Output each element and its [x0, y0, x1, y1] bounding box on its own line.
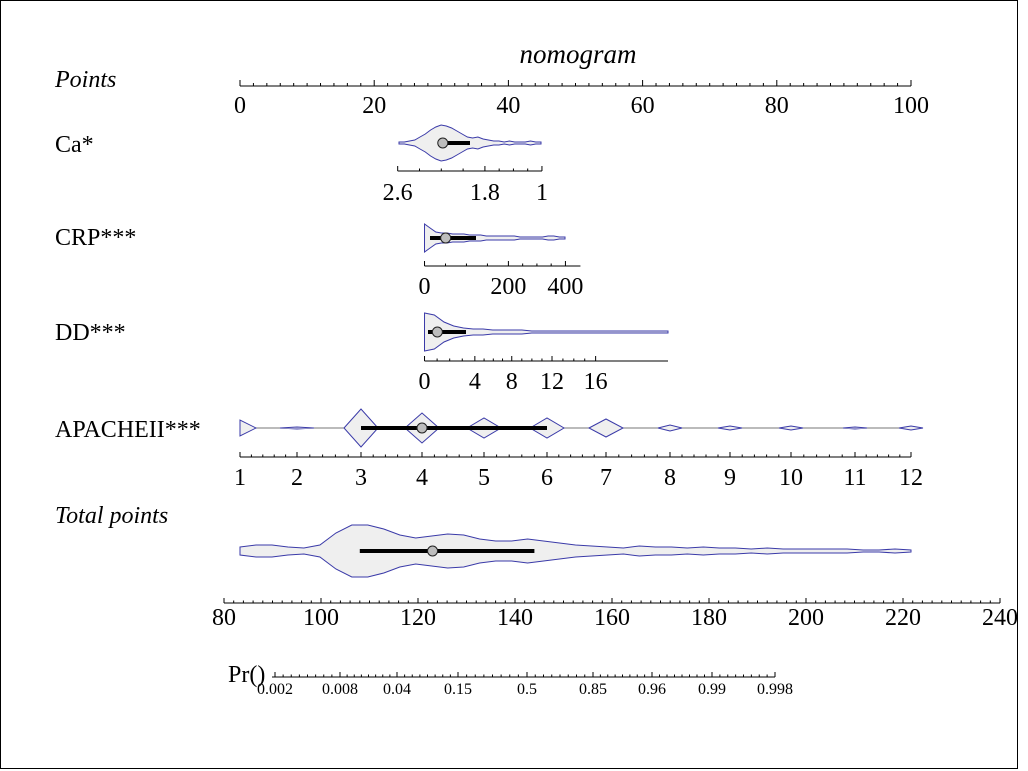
ca-median-point	[437, 137, 449, 149]
apache-tick-label: 11	[843, 465, 866, 491]
apache-violin-1	[239, 419, 258, 437]
ca-tick-label: 2.6	[383, 180, 413, 206]
total-tick-label: 200	[788, 605, 824, 631]
axes-layer	[223, 80, 1001, 678]
prob-tick-label: 0.85	[579, 681, 607, 698]
total-tick-label: 120	[400, 605, 436, 631]
points-tick-label: 80	[765, 93, 789, 119]
total-tick-label: 240	[982, 605, 1018, 631]
apache-tick-label: 6	[541, 465, 553, 491]
prob-tick-label: 0.96	[638, 681, 666, 698]
apache-violin-12	[898, 425, 924, 431]
total-tick-label: 180	[691, 605, 727, 631]
apache-tick-label: 9	[724, 465, 736, 491]
total-tick-label: 80	[212, 605, 236, 631]
points-tick-label: 40	[496, 93, 520, 119]
row-label-probability: Pr()	[228, 662, 265, 688]
row-label-points: Points	[54, 67, 116, 93]
crp-tick-label: 400	[547, 274, 583, 300]
chart-title: nomogram	[519, 39, 636, 69]
total-median-point	[427, 545, 439, 557]
apache-tick-label: 7	[600, 465, 612, 491]
ca-tick-label: 1.8	[470, 180, 500, 206]
dd-tick-label: 4	[469, 369, 481, 395]
prob-tick-label: 0.998	[757, 681, 793, 698]
ca-tick-label: 1	[536, 180, 548, 206]
total-violin	[239, 524, 912, 578]
points-tick-label: 100	[893, 93, 929, 119]
apache-violin-11	[842, 426, 868, 430]
total-tick-label: 160	[594, 605, 630, 631]
row-label-apache: APACHEII***	[55, 417, 201, 443]
row-label-crp: CRP***	[55, 225, 136, 251]
apache-violin-8	[657, 424, 683, 432]
apache-tick-label: 12	[899, 465, 923, 491]
apache-violin-9	[717, 425, 743, 431]
row-label-total-points: Total points	[55, 503, 168, 529]
apache-violin-10	[778, 425, 804, 431]
total-tick-label: 100	[303, 605, 339, 631]
crp-median-point	[440, 232, 452, 244]
crp-violin	[423, 223, 566, 253]
apache-tick-label: 1	[234, 465, 246, 491]
prob-tick-label: 0.002	[257, 681, 293, 698]
apache-tick-label: 4	[416, 465, 428, 491]
prob-tick-label: 0.15	[444, 681, 472, 698]
points-tick-label: 20	[362, 93, 386, 119]
apache-tick-label: 5	[478, 465, 490, 491]
apache-tick-label: 3	[355, 465, 367, 491]
apache-median-point	[416, 422, 428, 434]
crp-tick-label: 0	[419, 274, 431, 300]
labels-layer: Points Ca* CRP*** DD*** APACHEII*** Total poi…	[54, 67, 1018, 698]
total-tick-label: 220	[885, 605, 921, 631]
prob-tick-label: 0.5	[517, 681, 537, 698]
row-label-ca: Ca*	[55, 132, 94, 158]
points-tick-label: 60	[631, 93, 655, 119]
prob-tick-label: 0.99	[698, 681, 726, 698]
apache-violin-2	[279, 426, 315, 430]
apache-tick-label: 10	[779, 465, 803, 491]
apache-tick-label: 8	[664, 465, 676, 491]
prob-tick-label: 0.008	[322, 681, 358, 698]
crp-tick-label: 200	[490, 274, 526, 300]
apache-tick-label: 2	[291, 465, 303, 491]
apache-violin-7	[587, 418, 625, 438]
dd-violin	[423, 312, 669, 352]
prob-tick-label: 0.04	[383, 681, 411, 698]
dd-tick-label: 0	[419, 369, 431, 395]
row-label-dd: DD***	[55, 320, 126, 346]
dd-median-point	[431, 326, 443, 338]
dd-tick-label: 8	[506, 369, 518, 395]
dd-tick-label: 12	[540, 369, 564, 395]
violin-layer	[239, 124, 924, 578]
total-tick-label: 140	[497, 605, 533, 631]
dd-tick-label: 16	[584, 369, 608, 395]
points-tick-label: 0	[234, 93, 246, 119]
